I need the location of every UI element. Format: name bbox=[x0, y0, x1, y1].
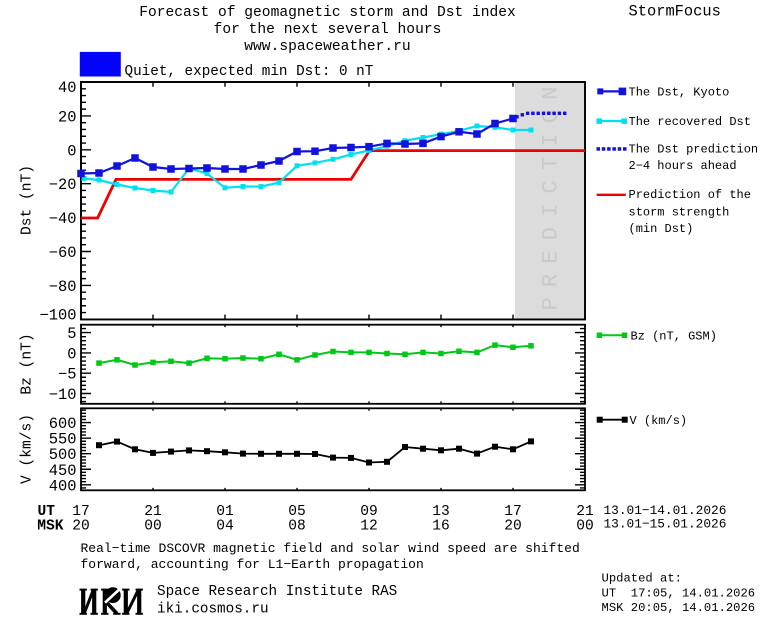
svg-text:20: 20 bbox=[58, 108, 76, 126]
svg-text:16: 16 bbox=[432, 519, 450, 535]
svg-text:17: 17 bbox=[72, 504, 90, 520]
svg-text:−60: −60 bbox=[49, 244, 77, 262]
svg-text:The Dst prediction: The Dst prediction bbox=[629, 143, 759, 157]
svg-text:13.01−15.01.2026: 13.01−15.01.2026 bbox=[604, 517, 727, 532]
svg-text:Bz (nT, GSM): Bz (nT, GSM) bbox=[631, 330, 717, 344]
svg-text:17: 17 bbox=[504, 504, 522, 520]
svg-text:01: 01 bbox=[216, 504, 234, 520]
svg-text:−80: −80 bbox=[49, 278, 77, 296]
svg-text:550: 550 bbox=[49, 431, 77, 449]
svg-text:0: 0 bbox=[67, 142, 76, 160]
svg-text:13: 13 bbox=[432, 504, 450, 520]
svg-text:5: 5 bbox=[67, 325, 76, 343]
svg-text:UT: UT bbox=[38, 504, 56, 520]
svg-text:−5: −5 bbox=[58, 366, 76, 384]
svg-text:for the next several hours: for the next several hours bbox=[214, 22, 442, 38]
svg-text:The recovered Dst: The recovered Dst bbox=[629, 115, 751, 129]
svg-text:0: 0 bbox=[67, 345, 76, 363]
svg-text:−40: −40 bbox=[49, 210, 77, 228]
svg-text:MSK: MSK bbox=[37, 519, 64, 535]
svg-text:40: 40 bbox=[58, 79, 76, 97]
svg-text:09: 09 bbox=[360, 504, 378, 520]
svg-text:Quiet, expected min Dst: 0 nT: Quiet, expected min Dst: 0 nT bbox=[125, 64, 374, 80]
svg-text:00: 00 bbox=[576, 519, 594, 535]
svg-text:PREDICTION: PREDICTION bbox=[539, 76, 564, 310]
svg-text:00: 00 bbox=[144, 519, 162, 535]
svg-text:08: 08 bbox=[288, 519, 306, 535]
svg-text:StormFocus: StormFocus bbox=[629, 3, 721, 21]
svg-text:20: 20 bbox=[504, 519, 522, 535]
svg-text:21: 21 bbox=[576, 504, 594, 520]
svg-text:storm strength: storm strength bbox=[629, 205, 730, 219]
svg-text:(min Dst): (min Dst) bbox=[629, 222, 694, 236]
svg-text:400: 400 bbox=[49, 477, 77, 495]
svg-text:V (km/s): V (km/s) bbox=[630, 414, 688, 428]
svg-text:21: 21 bbox=[144, 504, 162, 520]
svg-text:UT 17:05, 14.01.2026: UT 17:05, 14.01.2026 bbox=[602, 587, 756, 601]
svg-text:Bz (nT): Bz (nT) bbox=[20, 333, 36, 394]
svg-text:V (km/s): V (km/s) bbox=[20, 414, 36, 484]
svg-text:MSK 20:05, 14.01.2026: MSK 20:05, 14.01.2026 bbox=[602, 601, 756, 615]
svg-text:20: 20 bbox=[72, 519, 90, 535]
svg-text:450: 450 bbox=[49, 462, 77, 480]
svg-text:Forecast of geomagnetic storm: Forecast of geomagnetic storm and Dst in… bbox=[139, 5, 516, 21]
svg-text:Real−time DSCOVR magnetic fiel: Real−time DSCOVR magnetic field and sola… bbox=[81, 541, 580, 556]
svg-text:04: 04 bbox=[216, 519, 234, 535]
svg-text:2−4 hours ahead: 2−4 hours ahead bbox=[629, 159, 737, 173]
svg-text:600: 600 bbox=[49, 415, 77, 433]
svg-text:Updated at:: Updated at: bbox=[602, 572, 682, 586]
svg-text:12: 12 bbox=[360, 519, 378, 535]
svg-text:−100: −100 bbox=[40, 307, 77, 325]
svg-text:forward, accounting for L1−Ear: forward, accounting for L1−Earth propaga… bbox=[81, 557, 424, 572]
svg-text:Space Research Institute RAS: Space Research Institute RAS bbox=[157, 584, 397, 600]
svg-text:05: 05 bbox=[288, 504, 306, 520]
svg-text:Prediction of the: Prediction of the bbox=[629, 188, 751, 202]
svg-text:iki.cosmos.ru: iki.cosmos.ru bbox=[157, 602, 269, 618]
svg-text:The Dst, Kyoto: The Dst, Kyoto bbox=[629, 85, 730, 99]
svg-text:500: 500 bbox=[49, 446, 77, 464]
svg-text:−10: −10 bbox=[49, 386, 77, 404]
svg-text:13.01−14.01.2026: 13.01−14.01.2026 bbox=[604, 503, 727, 518]
svg-text:www.spaceweather.ru: www.spaceweather.ru bbox=[244, 39, 410, 55]
svg-text:Dst (nT): Dst (nT) bbox=[20, 165, 36, 235]
svg-text:−20: −20 bbox=[49, 176, 77, 194]
